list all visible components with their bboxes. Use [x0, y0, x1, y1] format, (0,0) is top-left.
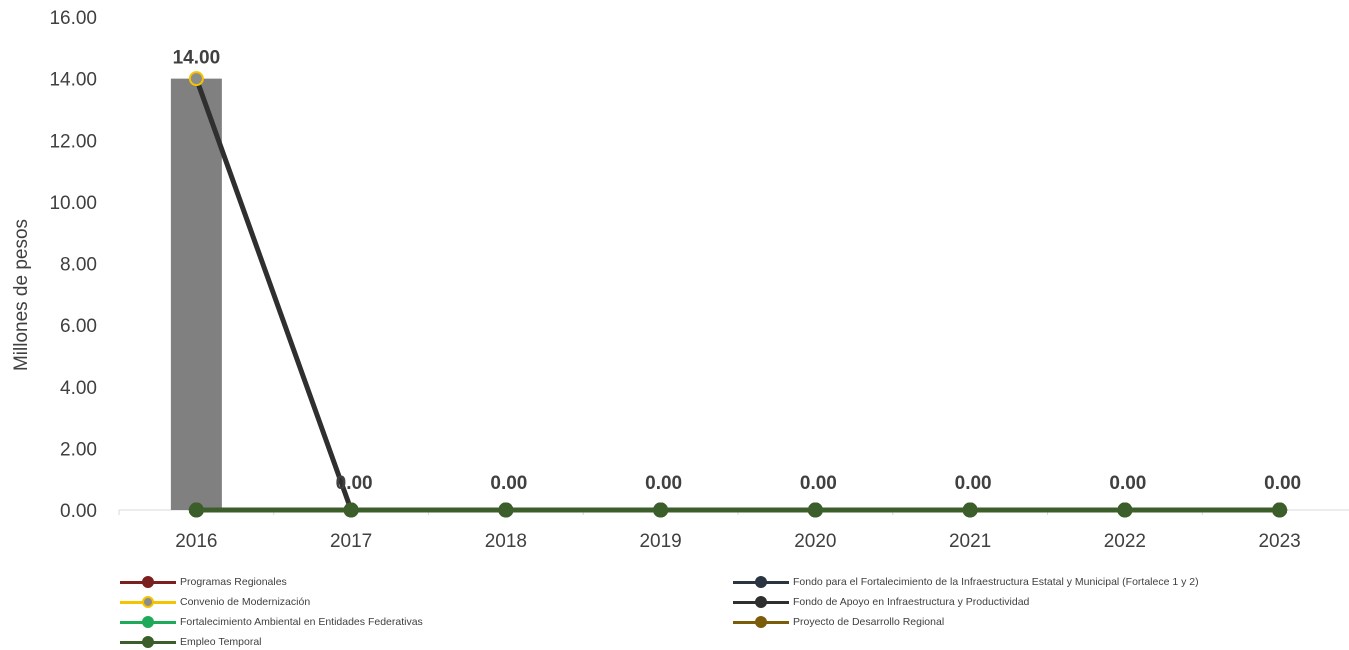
series-marker [188, 71, 204, 87]
chart-legend: Programas Regionales Fondo para el Fortal… [0, 572, 1349, 648]
y-axis-label: Millones de pesos [11, 219, 32, 371]
legend-swatch [120, 594, 176, 610]
legend-item: Convenio de Modernización [120, 594, 310, 610]
legend-marker [142, 576, 154, 588]
series-marker [1117, 502, 1133, 518]
series-marker [962, 502, 978, 518]
series-marker [188, 502, 204, 518]
y-tick-label: 0.00 [60, 501, 97, 522]
legend-item: Proyecto de Desarrollo Regional [733, 614, 944, 630]
legend-marker [755, 596, 767, 608]
legend-label: Fortalecimiento Ambiental en Entidades F… [180, 616, 423, 628]
y-tick-label: 2.00 [60, 439, 97, 460]
series-marker [343, 502, 359, 518]
y-tick-label: 10.00 [49, 193, 97, 214]
bar [170, 78, 222, 510]
x-tick-label: 2017 [330, 531, 372, 552]
legend-label: Fondo de Apoyo en Infraestructura y Prod… [793, 596, 1030, 608]
data-labels: 14.00 0.00 0.00 0.00 0.00 0.00 0.00 0.00 [173, 48, 1302, 494]
data-label: 0.00 [955, 473, 992, 494]
series-marker [1272, 502, 1288, 518]
legend-item: Fondo de Apoyo en Infraestructura y Prod… [733, 594, 1029, 610]
x-tick-label: 2018 [485, 531, 527, 552]
legend-item: Programas Regionales [120, 574, 287, 590]
x-tick-label: 2020 [794, 531, 836, 552]
legend-marker [755, 616, 767, 628]
legend-swatch [733, 574, 789, 590]
x-tick-label: 2022 [1104, 531, 1146, 552]
legend-swatch [733, 594, 789, 610]
legend-label: Convenio de Modernización [180, 596, 311, 608]
data-label: 0.00 [1264, 473, 1301, 494]
legend-swatch [120, 574, 176, 590]
data-label: 14.00 [173, 48, 221, 69]
bar-series [170, 78, 222, 510]
data-label: 0.00 [1109, 473, 1146, 494]
data-label: 0.00 [490, 473, 527, 494]
legend-marker [755, 576, 767, 588]
chart-canvas: 0.00 2.00 4.00 6.00 8.00 10.00 12.00 14.00 16.00… [11, 8, 1349, 552]
legend-item: Fondo para el Fortalecimiento de la Infr… [733, 574, 1199, 590]
x-tick-label: 2023 [1258, 531, 1300, 552]
legend-swatch [120, 634, 176, 650]
x-axis-labels: 2016 2017 2018 2019 2020 2021 2022 2023 [175, 531, 1301, 552]
x-tick-label: 2016 [175, 531, 217, 552]
legend-marker [142, 616, 154, 628]
series-marker [653, 502, 669, 518]
legend-label: Fondo para el Fortalecimiento de la Infr… [793, 576, 1199, 588]
y-axis-ticks: 0.00 2.00 4.00 6.00 8.00 10.00 12.00 14.00 16.00 [49, 8, 97, 522]
legend-label: Empleo Temporal [180, 636, 262, 648]
y-tick-label: 4.00 [60, 378, 97, 399]
series-marker [807, 502, 823, 518]
data-label: 0.00 [645, 473, 682, 494]
series-line [196, 79, 1279, 510]
data-label: 0.00 [336, 473, 373, 494]
data-label: 0.00 [800, 473, 837, 494]
legend-swatch [120, 614, 176, 630]
legend-item: Fortalecimiento Ambiental en Entidades F… [120, 614, 423, 630]
y-tick-label: 8.00 [60, 255, 97, 276]
line-series [194, 77, 1280, 513]
series-marker [498, 502, 514, 518]
x-tick-label: 2021 [949, 531, 991, 552]
series-markers [188, 71, 1288, 518]
legend-swatch [733, 614, 789, 630]
legend-item: Empleo Temporal [120, 634, 262, 650]
legend-label: Proyecto de Desarrollo Regional [793, 616, 945, 628]
series-line [194, 77, 1280, 513]
legend-label: Programas Regionales [180, 576, 287, 588]
y-tick-label: 16.00 [49, 8, 97, 29]
y-tick-label: 12.00 [49, 131, 97, 152]
legend-marker [142, 636, 154, 648]
x-tick-label: 2019 [639, 531, 681, 552]
y-tick-label: 6.00 [60, 316, 97, 337]
legend-marker [142, 596, 154, 608]
y-tick-label: 14.00 [49, 70, 97, 91]
